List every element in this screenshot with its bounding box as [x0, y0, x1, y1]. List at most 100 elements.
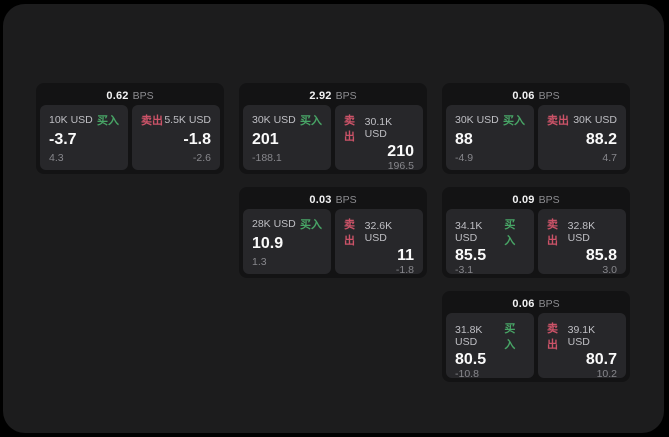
sell-sub-value: 10.2 — [596, 368, 617, 380]
buy-panel-top: 10K USD 买入 — [49, 112, 119, 128]
sell-sub-value: -1.8 — [395, 264, 414, 276]
sell-sub-value: 3.0 — [602, 264, 617, 276]
quote-panels: 30K USD 买入 201 -188.1 卖出 30.1K USD 210 1… — [243, 105, 423, 172]
sell-amount: 39.1K USD — [567, 324, 596, 348]
buy-panel-top: 30K USD 买入 — [252, 112, 322, 128]
quote-card: 0.09 BPS 34.1K USD 买入 85.5 -3.1 卖出 32.8K… — [442, 187, 630, 278]
buy-panel-top: 31.8K USD 买入 — [455, 320, 525, 352]
sell-panel-top: 卖出 32.6K USD — [344, 216, 414, 248]
sell-side-label: 卖出 — [344, 219, 355, 247]
bps-value: 0.03 — [309, 194, 332, 206]
sell-side-label: 卖出 — [547, 219, 558, 247]
buy-sub-value: -3.1 — [455, 264, 474, 276]
quote-cards-grid: 0.62 BPS 10K USD 买入 -3.7 4.3 卖出 5.5K USD… — [36, 83, 630, 382]
bps-value: 2.92 — [309, 90, 332, 102]
bps-unit-label: BPS — [335, 90, 357, 102]
sell-panel-top: 卖出 32.8K USD — [547, 216, 617, 248]
buy-amount: 34.1K USD — [455, 220, 483, 244]
sell-price: 210 — [387, 143, 414, 160]
sell-amount: 5.5K USD — [164, 114, 211, 126]
quote-card-header: 0.03 BPS — [243, 191, 423, 209]
sell-panel-top: 卖出 30K USD — [547, 112, 617, 128]
sell-sub-value: 4.7 — [602, 152, 617, 164]
buy-price: 88 — [455, 131, 473, 148]
quote-panels: 30K USD 买入 88 -4.9 卖出 30K USD 88.2 4.7 — [446, 105, 626, 170]
sell-price: 85.8 — [585, 247, 617, 264]
buy-panel-top: 28K USD 买入 — [252, 216, 322, 232]
buy-price: 201 — [252, 131, 279, 148]
quote-panels: 34.1K USD 买入 85.5 -3.1 卖出 32.8K USD 85.8… — [446, 209, 626, 276]
quote-card-header: 0.06 BPS — [446, 295, 626, 313]
bps-value: 0.09 — [512, 194, 535, 206]
buy-panel[interactable]: 10K USD 买入 -3.7 4.3 — [40, 105, 128, 170]
sell-side-label: 卖出 — [141, 115, 163, 127]
buy-sub-value: -10.8 — [455, 368, 479, 380]
buy-side-label: 买入 — [504, 219, 516, 247]
quote-card: 0.06 BPS 30K USD 买入 88 -4.9 卖出 30K USD 8… — [442, 83, 630, 174]
buy-sub-value: 4.3 — [49, 152, 64, 164]
sell-panel-top: 卖出 30.1K USD — [344, 112, 414, 144]
buy-side-label: 买入 — [300, 115, 322, 127]
bps-value: 0.06 — [512, 90, 535, 102]
quote-card-header: 0.06 BPS — [446, 87, 626, 105]
sell-price: 80.7 — [585, 351, 617, 368]
buy-panel[interactable]: 30K USD 买入 201 -188.1 — [243, 105, 331, 170]
buy-amount: 30K USD — [252, 114, 296, 126]
buy-amount: 28K USD — [252, 218, 296, 230]
sell-price: 88.2 — [585, 131, 617, 148]
sell-panel[interactable]: 卖出 39.1K USD 80.7 10.2 — [538, 313, 626, 380]
quote-card-header: 2.92 BPS — [243, 87, 423, 105]
sell-amount: 32.8K USD — [567, 220, 596, 244]
sell-panel[interactable]: 卖出 5.5K USD -1.8 -2.6 — [132, 105, 220, 170]
buy-sub-value: 1.3 — [252, 256, 267, 268]
bps-unit-label: BPS — [538, 90, 560, 102]
sell-side-label: 卖出 — [344, 115, 355, 143]
buy-amount: 10K USD — [49, 114, 93, 126]
buy-panel[interactable]: 31.8K USD 买入 80.5 -10.8 — [446, 313, 534, 380]
quote-panels: 10K USD 买入 -3.7 4.3 卖出 5.5K USD -1.8 -2.… — [40, 105, 220, 170]
buy-amount: 31.8K USD — [455, 324, 483, 348]
sell-panel[interactable]: 卖出 30.1K USD 210 196.5 — [335, 105, 423, 172]
sell-sub-value: 196.5 — [387, 160, 414, 172]
bps-unit-label: BPS — [538, 194, 560, 206]
quote-card: 2.92 BPS 30K USD 买入 201 -188.1 卖出 30.1K … — [239, 83, 427, 174]
buy-panel[interactable]: 34.1K USD 买入 85.5 -3.1 — [446, 209, 534, 276]
buy-panel-top: 34.1K USD 买入 — [455, 216, 525, 248]
quote-card-header: 0.09 BPS — [446, 191, 626, 209]
sell-panel[interactable]: 卖出 32.6K USD 11 -1.8 — [335, 209, 423, 276]
buy-side-label: 买入 — [97, 115, 119, 127]
sell-panel[interactable]: 卖出 30K USD 88.2 4.7 — [538, 105, 626, 170]
bps-value: 0.62 — [106, 90, 129, 102]
buy-panel-top: 30K USD 买入 — [455, 112, 525, 128]
quote-card-header: 0.62 BPS — [40, 87, 220, 105]
sell-price: -1.8 — [183, 131, 211, 148]
sell-amount: 32.6K USD — [364, 220, 393, 244]
sell-panel-top: 卖出 39.1K USD — [547, 320, 617, 352]
bps-unit-label: BPS — [538, 298, 560, 310]
buy-price: 80.5 — [455, 351, 487, 368]
quote-card: 0.06 BPS 31.8K USD 买入 80.5 -10.8 卖出 39.1… — [442, 291, 630, 382]
quote-panels: 28K USD 买入 10.9 1.3 卖出 32.6K USD 11 -1.8 — [243, 209, 423, 276]
sell-panel[interactable]: 卖出 32.8K USD 85.8 3.0 — [538, 209, 626, 276]
sell-panel-top: 卖出 5.5K USD — [141, 112, 211, 128]
app-panel: 0.62 BPS 10K USD 买入 -3.7 4.3 卖出 5.5K USD… — [3, 4, 664, 433]
sell-sub-value: -2.6 — [192, 152, 211, 164]
bps-unit-label: BPS — [132, 90, 154, 102]
bps-unit-label: BPS — [335, 194, 357, 206]
quote-card: 0.03 BPS 28K USD 买入 10.9 1.3 卖出 32.6K US… — [239, 187, 427, 278]
buy-price: -3.7 — [49, 131, 77, 148]
quote-card: 0.62 BPS 10K USD 买入 -3.7 4.3 卖出 5.5K USD… — [36, 83, 224, 174]
buy-price: 10.9 — [252, 235, 284, 252]
sell-amount: 30K USD — [573, 114, 617, 126]
sell-price: 11 — [397, 247, 414, 264]
buy-side-label: 买入 — [503, 115, 525, 127]
buy-side-label: 买入 — [300, 219, 322, 231]
buy-sub-value: -188.1 — [252, 152, 282, 164]
buy-panel[interactable]: 28K USD 买入 10.9 1.3 — [243, 209, 331, 274]
sell-amount: 30.1K USD — [364, 116, 393, 140]
sell-side-label: 卖出 — [547, 115, 569, 127]
buy-side-label: 买入 — [504, 323, 516, 351]
sell-side-label: 卖出 — [547, 323, 558, 351]
buy-panel[interactable]: 30K USD 买入 88 -4.9 — [446, 105, 534, 170]
buy-price: 85.5 — [455, 247, 487, 264]
